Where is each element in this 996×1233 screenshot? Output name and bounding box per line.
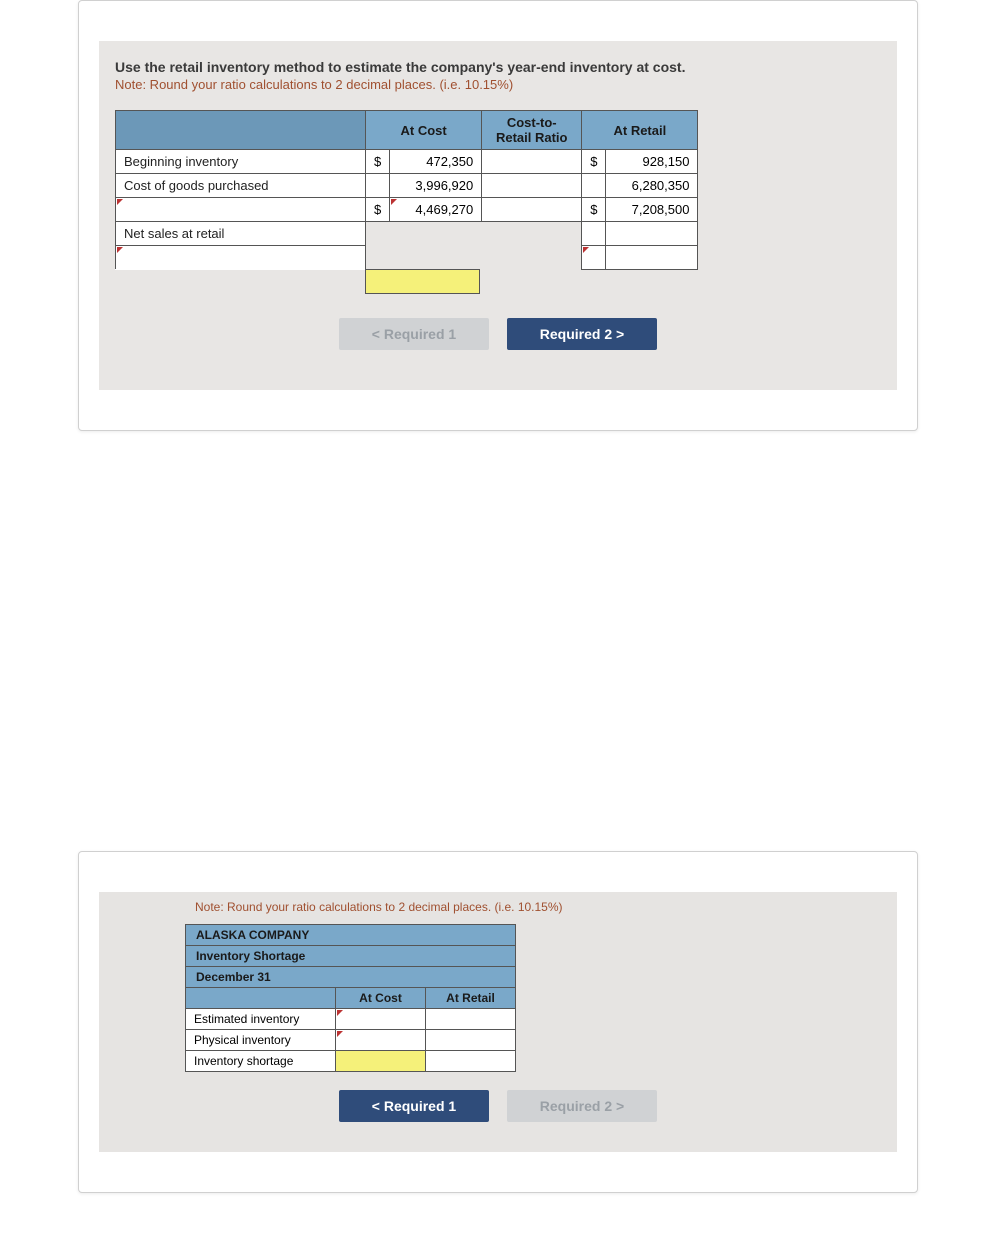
blank-cost-area	[366, 222, 482, 270]
header-at-retail-2: At Retail	[426, 988, 516, 1009]
ratio-cogs[interactable]	[482, 174, 582, 198]
val-retail-cogs: 6,280,350	[606, 174, 698, 198]
phys-retail[interactable]	[426, 1030, 516, 1051]
yellow-spacer	[115, 270, 365, 294]
ratio-sub[interactable]	[482, 198, 582, 222]
cur-retail-sub: $	[582, 198, 606, 222]
row-estimated: Estimated inventory	[186, 1009, 516, 1030]
question-inner-1: Use the retail inventory method to estim…	[99, 41, 897, 390]
instruction-line-2: Note: Round your ratio calculations to 2…	[115, 77, 881, 92]
short-retail[interactable]	[426, 1051, 516, 1072]
instruction-line-1: Use the retail inventory method to estim…	[115, 59, 881, 75]
table-header-row: At Cost Cost-to-Retail Ratio At Retail	[116, 111, 698, 150]
val-cost-sub: 4,469,270	[390, 198, 482, 222]
retail-inventory-table: At Cost Cost-to-Retail Ratio At Retail B…	[115, 110, 698, 270]
cur-retail-result[interactable]	[582, 246, 606, 270]
note-line-2: Note: Round your ratio calculations to 2…	[195, 900, 881, 914]
button-row-2: < Required 1 Required 2 >	[115, 1090, 881, 1122]
label-shortage: Inventory shortage	[186, 1051, 336, 1072]
row-subtotal: $ 4,469,270 $ 7,208,500	[116, 198, 698, 222]
title-company: ALASKA COMPANY	[186, 925, 516, 946]
gap-between-cards	[0, 471, 996, 851]
val-retail-sub: 7,208,500	[606, 198, 698, 222]
header-ratio: Cost-to-Retail Ratio	[482, 111, 582, 150]
label-estimated: Estimated inventory	[186, 1009, 336, 1030]
cur-cost-beg: $	[366, 150, 390, 174]
yellow-input-cell[interactable]	[365, 270, 479, 294]
header-at-retail: At Retail	[582, 111, 698, 150]
label-cogs: Cost of goods purchased	[116, 174, 366, 198]
blank-ratio-area	[482, 222, 582, 270]
title-date: December 31	[186, 967, 516, 988]
question-card-2: Note: Round your ratio calculations to 2…	[78, 851, 918, 1193]
est-cost[interactable]	[336, 1009, 426, 1030]
title-report: Inventory Shortage	[186, 946, 516, 967]
row-cogs: Cost of goods purchased 3,996,920 6,280,…	[116, 174, 698, 198]
label-physical: Physical inventory	[186, 1030, 336, 1051]
label-net-sales: Net sales at retail	[116, 222, 366, 246]
val-cost-cogs: 3,996,920	[390, 174, 482, 198]
label-beginning-inventory: Beginning inventory	[116, 150, 366, 174]
val-retail-result[interactable]	[606, 246, 698, 270]
cur-retail-cogs	[582, 174, 606, 198]
header-at-cost-2: At Cost	[336, 988, 426, 1009]
prev-required-button[interactable]: < Required 1	[339, 318, 489, 350]
cur-cost-cogs	[366, 174, 390, 198]
row-shortage: Inventory shortage	[186, 1051, 516, 1072]
phys-cost[interactable]	[336, 1030, 426, 1051]
question-card-1: Use the retail inventory method to estim…	[78, 0, 918, 431]
header-row-2: At Cost At Retail	[186, 988, 516, 1009]
val-retail-ns[interactable]	[606, 222, 698, 246]
val-cost-beg: 472,350	[390, 150, 482, 174]
question-inner-2: Note: Round your ratio calculations to 2…	[99, 892, 897, 1152]
row-beginning-inventory: Beginning inventory $ 472,350 $ 928,150	[116, 150, 698, 174]
est-retail[interactable]	[426, 1009, 516, 1030]
next-required-button-2[interactable]: Required 2 >	[507, 1090, 657, 1122]
label-result[interactable]	[116, 246, 366, 270]
label-subtotal[interactable]	[116, 198, 366, 222]
next-required-button[interactable]: Required 2 >	[507, 318, 657, 350]
cur-retail-beg: $	[582, 150, 606, 174]
prev-required-button-2[interactable]: < Required 1	[339, 1090, 489, 1122]
row-net-sales: Net sales at retail	[116, 222, 698, 246]
ratio-beg[interactable]	[482, 150, 582, 174]
short-cost[interactable]	[336, 1051, 426, 1072]
cur-cost-sub: $	[366, 198, 390, 222]
row-physical: Physical inventory	[186, 1030, 516, 1051]
val-retail-beg: 928,150	[606, 150, 698, 174]
button-row-1: < Required 1 Required 2 >	[115, 318, 881, 350]
cur-retail-ns[interactable]	[582, 222, 606, 246]
yellow-row-table	[115, 269, 480, 294]
header-blank	[116, 111, 366, 150]
header-at-cost: At Cost	[366, 111, 482, 150]
shortage-table: ALASKA COMPANY Inventory Shortage Decemb…	[185, 924, 516, 1072]
header-blank-2	[186, 988, 336, 1009]
